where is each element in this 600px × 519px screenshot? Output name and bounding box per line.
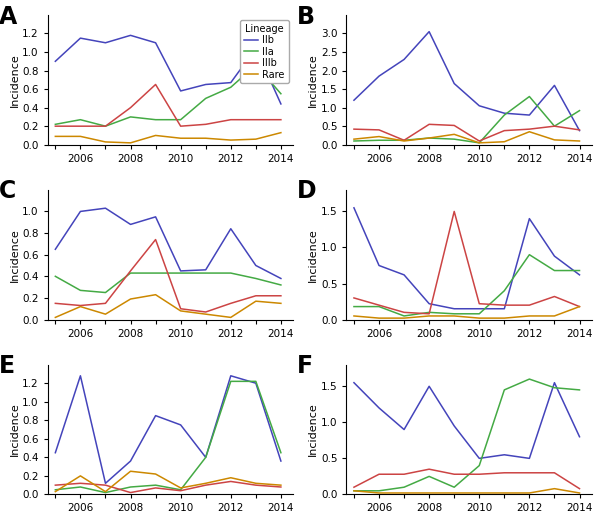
Text: B: B xyxy=(298,5,316,29)
Y-axis label: Incidence: Incidence xyxy=(308,403,318,456)
Y-axis label: Incidence: Incidence xyxy=(10,403,19,456)
Legend: IIb, IIa, IIIb, Rare: IIb, IIa, IIIb, Rare xyxy=(240,20,289,84)
Text: E: E xyxy=(0,354,15,378)
Y-axis label: Incidence: Incidence xyxy=(10,228,20,282)
Y-axis label: Incidence: Incidence xyxy=(10,53,19,107)
Text: D: D xyxy=(298,180,317,203)
Y-axis label: Incidence: Incidence xyxy=(308,53,318,107)
Text: A: A xyxy=(0,5,17,29)
Text: C: C xyxy=(0,180,16,203)
Text: F: F xyxy=(298,354,313,378)
Y-axis label: Incidence: Incidence xyxy=(308,228,318,282)
